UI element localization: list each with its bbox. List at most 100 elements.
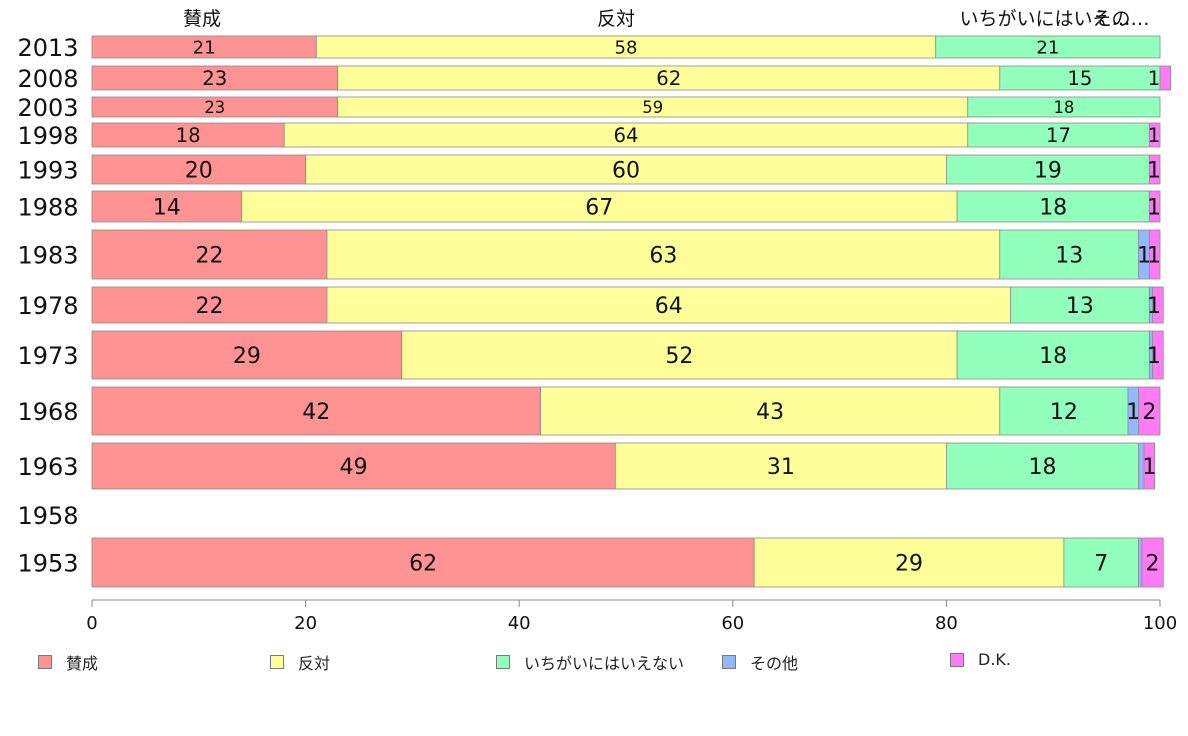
data-label: 1 (1137, 243, 1151, 268)
data-label: 1 (1147, 243, 1161, 268)
bar-segment (91, 330, 403, 380)
data-label: 18 (1053, 98, 1074, 117)
top-label: 賛成 (183, 8, 221, 30)
x-tick-label: 60 (721, 613, 744, 634)
bar-segment (1138, 537, 1143, 588)
bar-segment (91, 190, 242, 223)
data-label: 1 (1147, 294, 1161, 319)
data-label: 1 (1142, 455, 1156, 480)
bar-segment (1138, 386, 1161, 436)
x-tick-label: 40 (508, 613, 531, 634)
bar-segment (956, 190, 1150, 223)
bar-segment (540, 386, 1001, 436)
legend-label-agree: 賛成 (66, 654, 99, 673)
y-tick-label: 1983 (17, 242, 78, 270)
bar-segment (999, 229, 1140, 280)
data-label: 1 (1147, 158, 1161, 183)
data-label: 49 (340, 455, 368, 480)
bar-segment (337, 65, 1001, 91)
data-label: 18 (176, 124, 201, 147)
legend-swatch-disagree (270, 655, 284, 669)
x-tick-label: 20 (294, 613, 317, 634)
bar-segment (326, 229, 1001, 280)
bar-segment (946, 154, 1150, 185)
data-label: 58 (615, 37, 638, 58)
data-label: 42 (302, 400, 330, 425)
y-tick-label: 1958 (17, 502, 78, 530)
bar-segment (91, 386, 541, 436)
bar-segment (935, 35, 1161, 59)
bar-segment (999, 386, 1129, 436)
bar-segment (91, 537, 755, 588)
x-tick-label: 0 (86, 613, 97, 634)
bar-segment (91, 286, 328, 324)
bar-segment (241, 190, 958, 223)
data-label: 21 (193, 37, 216, 58)
data-label: 62 (656, 67, 681, 90)
bar-segment (1063, 537, 1140, 588)
y-tick-label: 1968 (17, 398, 78, 426)
data-label: 13 (1066, 294, 1094, 319)
legend-label-disagree: 反対 (298, 654, 331, 673)
y-tick-label: 2013 (17, 34, 78, 62)
bar-segment (1152, 330, 1164, 380)
bar-segment (1159, 65, 1172, 91)
legend-item-disagree: 反対 (270, 650, 330, 674)
data-label: 63 (649, 243, 677, 268)
y-tick-label: 1953 (17, 550, 78, 578)
y-tick-label: 1963 (17, 453, 78, 481)
legend-label-other: その他 (750, 654, 799, 673)
bar-segment (614, 442, 947, 490)
top-label: その… (1092, 8, 1149, 30)
bar-segment (305, 154, 947, 185)
y-tick-label: 1998 (17, 122, 78, 150)
bar-segment (1152, 286, 1164, 324)
data-label: 22 (195, 243, 223, 268)
data-label: 1 (1148, 124, 1161, 147)
x-tick-label: 80 (935, 613, 958, 634)
data-label: 23 (204, 98, 225, 117)
data-label: 19 (1034, 158, 1062, 183)
top-label: いちがいにはいえ… (959, 8, 1130, 30)
legend-swatch-other (722, 655, 736, 669)
data-label: 67 (585, 195, 613, 220)
data-label: 7 (1094, 551, 1108, 576)
y-tick-label: 1988 (17, 194, 78, 222)
data-label: 59 (642, 98, 663, 117)
data-label: 1 (1126, 400, 1140, 425)
bar-segment (1148, 154, 1161, 185)
legend-item-other: その他 (722, 650, 798, 674)
data-label: 15 (1067, 67, 1092, 90)
bar-segment (91, 154, 307, 185)
legend-swatch-agree (38, 655, 52, 669)
bar-segment (1148, 229, 1161, 280)
data-label: 1 (1147, 344, 1161, 369)
data-label: 64 (655, 294, 683, 319)
bar-segment (946, 442, 1140, 490)
data-label: 31 (767, 455, 795, 480)
bar-segment (91, 65, 339, 91)
data-label: 2 (1146, 551, 1160, 576)
data-label: 29 (233, 344, 261, 369)
y-tick-label: 2008 (17, 65, 78, 93)
data-label: 1 (1147, 195, 1161, 220)
data-label: 22 (195, 294, 223, 319)
data-label: 29 (895, 551, 923, 576)
bar-segment (326, 286, 1011, 324)
data-label: 18 (1039, 344, 1067, 369)
data-label: 64 (613, 124, 638, 147)
legend-label-undecided: いちがいにはいえない (524, 654, 685, 673)
top-label: 反対 (597, 8, 635, 30)
bar-segment (1148, 122, 1161, 148)
data-label: 20 (185, 158, 213, 183)
bar-segment (1148, 190, 1161, 223)
legend: 賛成 反対 いちがいにはいえない その他 D.K. (38, 650, 1178, 674)
bar-segment (1141, 537, 1164, 588)
legend-label-dk: D.K. (978, 650, 1011, 669)
data-label: 13 (1055, 243, 1083, 268)
bar-segment (967, 96, 1161, 118)
y-tick-label: 2003 (17, 94, 78, 122)
x-tick-label: 100 (1143, 613, 1177, 634)
legend-item-agree: 賛成 (38, 650, 98, 674)
